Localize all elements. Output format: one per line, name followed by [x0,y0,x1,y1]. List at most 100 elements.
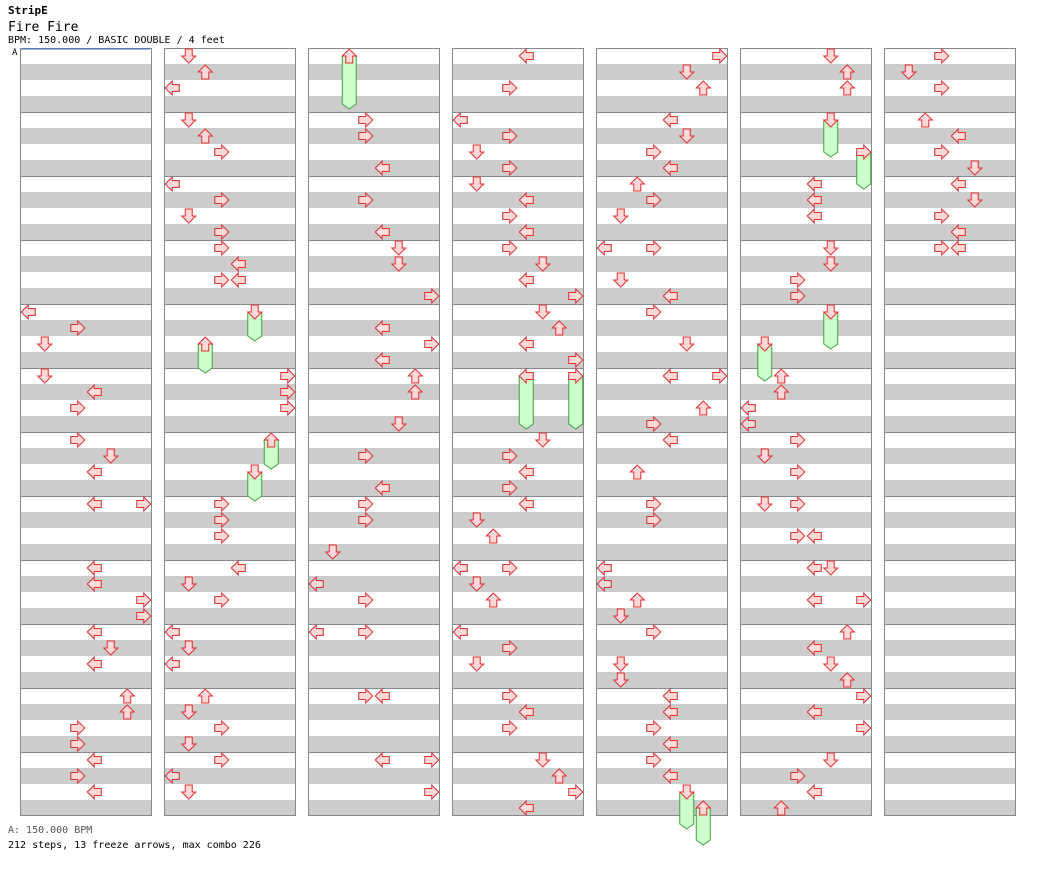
arrow-shape [280,399,296,417]
beat-stripe [884,288,1016,304]
arrow-shape [197,688,214,704]
beat-stripe [164,800,296,816]
arrow-shape [70,431,86,449]
step-arrow-right [358,447,374,465]
arrow-shape [518,367,534,385]
step-arrow-up [197,688,214,704]
arrow-shape [230,255,246,273]
arrow-shape [136,495,152,513]
beat-stripe [164,608,296,624]
beat-stripe [452,320,584,336]
beat-stripe [884,736,1016,752]
step-arrow-left [740,399,756,417]
step-arrow-down [36,368,53,384]
arrow-shape [502,447,518,465]
beat-stripe [20,448,152,464]
beat-stripe [452,128,584,144]
step-arrow-left [806,527,822,545]
arrow-shape [502,159,518,177]
step-arrow-up [263,432,280,448]
beat-stripe [164,128,296,144]
step-arrow-down [612,608,629,624]
step-arrow-down [756,336,773,352]
arrow-shape [308,575,324,593]
step-arrow-left [230,559,246,577]
arrow-shape [324,544,341,560]
arrow-shape [695,80,712,96]
step-arrow-right [214,223,230,241]
step-arrow-right [712,47,728,65]
step-arrow-down [822,112,839,128]
step-arrow-down [102,640,119,656]
beat-stripe [20,512,152,528]
step-arrow-right [934,47,950,65]
step-arrow-right [502,447,518,465]
step-arrow-up [839,624,856,640]
arrow-shape [86,383,102,401]
arrow-shape [629,464,646,480]
step-arrow-right [856,719,872,737]
arrow-shape [424,783,440,801]
beat-stripe [164,320,296,336]
step-arrow-down [390,240,407,256]
arrow-shape [662,431,678,449]
arrow-shape [390,240,407,256]
arrow-shape [646,303,662,321]
step-arrow-right [646,303,662,321]
beat-stripe [452,384,584,400]
beat-stripe [884,416,1016,432]
step-arrow-right [934,207,950,225]
beat-stripe [884,352,1016,368]
arrow-shape [596,239,612,257]
arrow-shape [822,240,839,256]
step-arrow-left [950,175,966,193]
arrow-shape [341,48,358,64]
step-arrow-down [468,656,485,672]
step-arrow-down [612,208,629,224]
step-arrow-down [468,512,485,528]
step-arrow-up [695,400,712,416]
arrow-shape [424,287,440,305]
arrow-shape [518,223,534,241]
arrow-shape [612,608,629,624]
step-arrow-right [568,783,584,801]
beat-stripe [308,224,440,240]
chart-column [884,48,1016,816]
beat-stripe [164,288,296,304]
beat-stripe [308,448,440,464]
arrow-shape [86,575,102,593]
arrow-shape [934,79,950,97]
beat-stripe [308,608,440,624]
arrow-shape [180,736,197,752]
arrow-shape [502,719,518,737]
step-arrow-down [822,240,839,256]
step-arrow-right [646,495,662,513]
step-arrow-up [197,336,214,352]
step-arrow-left [518,223,534,241]
arrow-shape [374,223,390,241]
arrow-shape [856,591,872,609]
arrow-shape [197,336,214,352]
step-arrow-up [629,592,646,608]
beat-stripe [740,160,872,176]
beat-stripe [884,512,1016,528]
step-arrow-right [136,591,152,609]
beat-stripe [452,192,584,208]
arrow-shape [551,320,568,336]
step-arrow-right [568,351,584,369]
step-arrow-left [662,767,678,785]
beat-stripe [452,224,584,240]
step-arrow-left [518,799,534,817]
beat-stripe [164,480,296,496]
beat-stripe [740,576,872,592]
step-arrow-up [839,672,856,688]
step-arrow-left [164,767,180,785]
step-arrow-left [20,303,36,321]
arrow-shape [756,448,773,464]
beat-stripe [20,576,152,592]
beat-stripe [20,224,152,240]
beat-stripe [452,160,584,176]
arrow-shape [790,495,806,513]
step-arrow-right [214,591,230,609]
step-arrow-left [86,751,102,769]
